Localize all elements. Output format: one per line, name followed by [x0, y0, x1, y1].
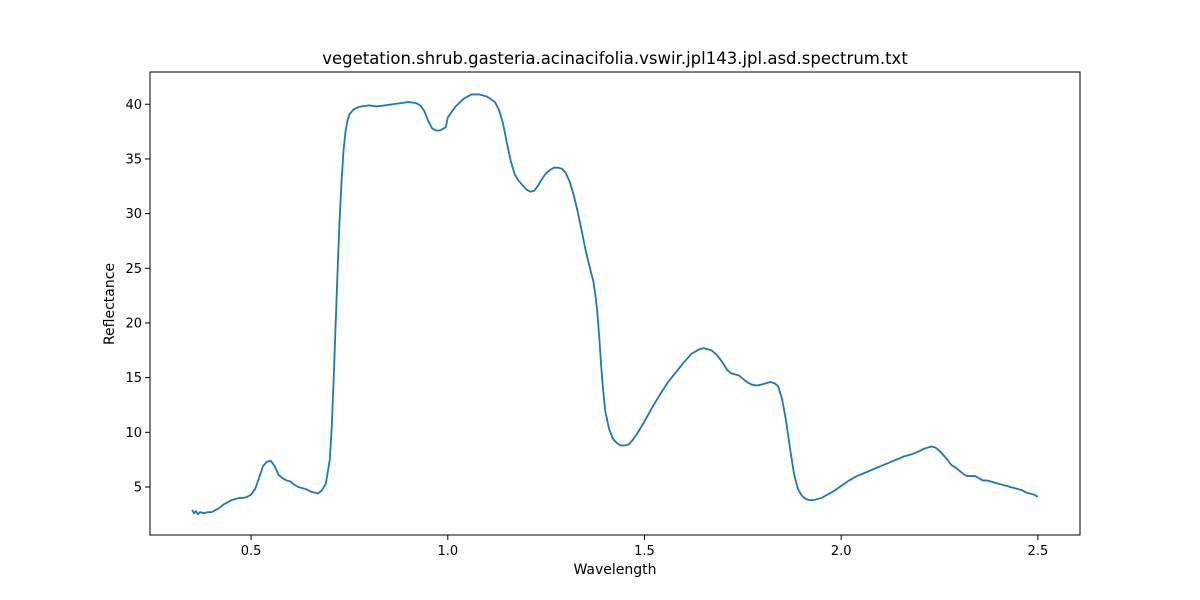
series-line-spectrum: [191, 93, 1039, 516]
x-axis-label: Wavelength: [573, 562, 656, 578]
y-tick-label: 10: [125, 426, 142, 441]
y-tick-label: 25: [125, 262, 142, 277]
x-tick-label: 2.5: [1028, 544, 1049, 559]
x-axis-ticks: 0.5 1.0 1.5 2.0 2.5: [241, 535, 1048, 559]
y-tick-label: 20: [125, 316, 142, 331]
y-tick-label: 5: [134, 480, 142, 495]
data-layer: [191, 93, 1039, 516]
x-tick-label: 2.0: [831, 544, 852, 559]
chart-title: vegetation.shrub.gasteria.acinacifolia.v…: [322, 49, 908, 68]
y-tick-label: 35: [125, 152, 142, 167]
y-tick-label: 30: [125, 207, 142, 222]
y-tick-label: 40: [125, 98, 142, 113]
x-tick-label: 0.5: [241, 544, 262, 559]
y-axis-label: Reflectance: [102, 263, 118, 345]
plot-area: 0.5 1.0 1.5 2.0 2.5 5 10 15 20 25 30 35 40: [125, 71, 1081, 559]
x-tick-label: 1.0: [437, 544, 458, 559]
y-axis-ticks: 5 10 15 20 25 30 35 40: [125, 98, 150, 495]
plot-frame: [149, 71, 1081, 536]
y-tick-label: 15: [125, 371, 142, 386]
x-tick-label: 1.5: [634, 544, 655, 559]
